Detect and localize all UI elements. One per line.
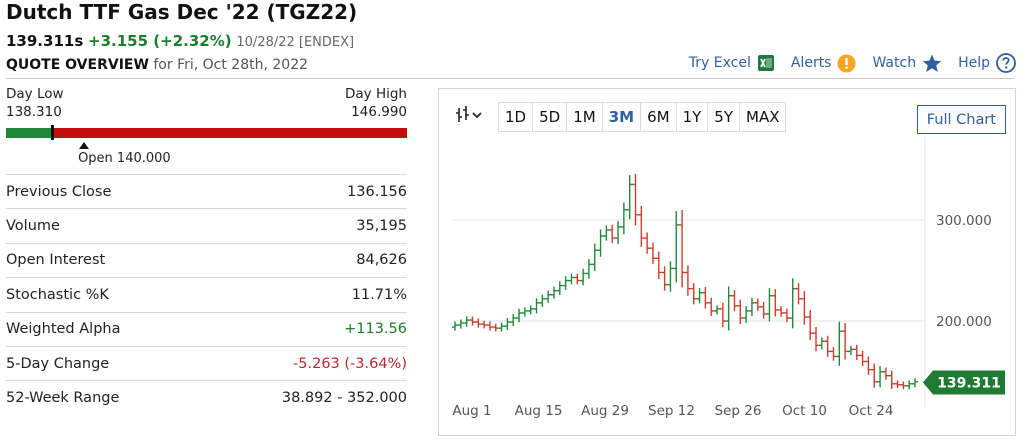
- period-button-3m[interactable]: 3M: [601, 102, 642, 132]
- stat-label: Stochastic %K: [6, 286, 109, 303]
- x-tick-label: Sep 12: [648, 403, 695, 419]
- stat-label: Volume: [6, 218, 60, 235]
- last-price-tag: [923, 370, 1005, 395]
- x-tick-label: Aug 15: [515, 403, 563, 419]
- page-title: Dutch TTF Gas Dec '22 (TGZ22): [6, 0, 358, 24]
- x-tick-label: Sep 26: [715, 403, 762, 419]
- star-icon: [922, 54, 942, 73]
- x-tick-label: Aug 1: [452, 403, 491, 419]
- stat-row: 5-Day Change -5.263 (-3.64%): [6, 345, 407, 380]
- period-button-6m[interactable]: 6M: [640, 102, 677, 132]
- period-button-5y[interactable]: 5Y: [707, 102, 740, 132]
- stat-row: Weighted Alpha +113.56: [6, 311, 407, 346]
- header-divider: [6, 78, 1014, 79]
- quote-overview-heading: QUOTE OVERVIEW for Fri, Oct 28th, 2022: [6, 57, 308, 73]
- stats-table: Previous Close 136.156 Volume 35,195 Open In…: [6, 174, 407, 415]
- day-high-value: 146.990: [351, 104, 407, 120]
- overview-label: QUOTE OVERVIEW: [6, 57, 149, 73]
- stat-value: 38.892 - 352.000: [281, 390, 407, 407]
- try-excel-label: Try Excel: [688, 55, 751, 71]
- stat-row: 52-Week Range 38.892 - 352.000: [6, 380, 407, 414]
- stat-label: Previous Close: [6, 183, 112, 200]
- period-button-1d[interactable]: 1D: [498, 102, 534, 132]
- quote-meta: 10/28/22 [ENDEX]: [236, 35, 355, 50]
- help-icon: [996, 53, 1016, 73]
- period-buttons: 1D 5D 1M 3M 6M 1Y 5Y MAX: [498, 102, 787, 132]
- excel-icon: [757, 54, 775, 72]
- open-price-label: Open 140.000: [78, 151, 171, 166]
- day-range-fill: [6, 128, 53, 138]
- day-high-label: Day High: [345, 86, 407, 102]
- day-low-value: 138.310: [6, 104, 62, 120]
- day-range-widget: Day Low Day High 138.310 146.990 Open 14…: [6, 86, 407, 172]
- quote-toolbar: Try Excel Alerts Watch Help: [673, 53, 1016, 73]
- x-tick-label: Oct 24: [849, 403, 894, 419]
- help-label: Help: [958, 55, 990, 71]
- y-tick-label: 200.000: [936, 314, 992, 330]
- alerts-link[interactable]: Alerts: [791, 54, 857, 73]
- chart-type-button[interactable]: [451, 102, 489, 132]
- day-range-bar: [6, 125, 407, 140]
- stat-label: Open Interest: [6, 252, 106, 269]
- overview-date: for Fri, Oct 28th, 2022: [153, 57, 309, 73]
- period-button-1y[interactable]: 1Y: [675, 102, 709, 132]
- full-chart-button[interactable]: Full Chart: [916, 105, 1006, 134]
- stat-label: 52-Week Range: [6, 390, 120, 407]
- period-selector: 1D 5D 1M 3M 6M 1Y 5Y MAX: [451, 102, 787, 132]
- x-tick-label: Oct 10: [782, 403, 827, 419]
- alerts-label: Alerts: [790, 55, 832, 71]
- stat-value: 11.71%: [351, 286, 407, 303]
- stat-label: 5-Day Change: [6, 355, 110, 372]
- stat-row: Volume 35,195: [6, 208, 407, 242]
- price-chart-panel: 300.000 200.000 Aug 1 Aug 15 Aug 29 Sep 12 Sep…: [438, 88, 1016, 436]
- stat-value: 35,195: [356, 218, 407, 235]
- last-price: 139.311s: [6, 32, 84, 50]
- stat-row: Stochastic %K 11.71%: [6, 277, 407, 311]
- alert-icon: [837, 54, 856, 73]
- stat-value: 136.156: [347, 183, 407, 200]
- price-change: +3.155 (+2.32%): [88, 32, 232, 50]
- open-price-marker: [79, 142, 90, 149]
- stat-value: +113.56: [344, 321, 407, 338]
- watch-link[interactable]: Watch: [872, 54, 942, 73]
- help-link[interactable]: Help: [958, 53, 1016, 73]
- x-tick-label: Aug 29: [581, 403, 629, 419]
- day-low-label: Day Low: [6, 86, 64, 102]
- watch-label: Watch: [872, 55, 917, 71]
- stat-value: 84,626: [356, 252, 407, 269]
- stat-row: Previous Close 136.156: [6, 174, 407, 208]
- period-button-5d[interactable]: 5D: [532, 102, 568, 132]
- period-button-max[interactable]: MAX: [739, 102, 787, 132]
- candlestick-chart-icon: [455, 105, 485, 129]
- period-button-1m[interactable]: 1M: [566, 102, 603, 132]
- last-price-tag-label: 139.311: [937, 375, 1001, 391]
- last-price-marker: [51, 125, 55, 140]
- stat-label: Weighted Alpha: [6, 321, 121, 338]
- stat-row: Open Interest 84,626: [6, 242, 407, 277]
- quote-line: 139.311s +3.155 (+2.32%) 10/28/22 [ENDEX…: [6, 32, 354, 50]
- try-excel-link[interactable]: Try Excel: [689, 54, 775, 72]
- price-chart: 300.000 200.000 Aug 1 Aug 15 Aug 29 Sep 12 Sep…: [452, 137, 1005, 419]
- stat-value: -5.263 (-3.64%): [293, 355, 407, 372]
- y-tick-label: 300.000: [936, 213, 992, 229]
